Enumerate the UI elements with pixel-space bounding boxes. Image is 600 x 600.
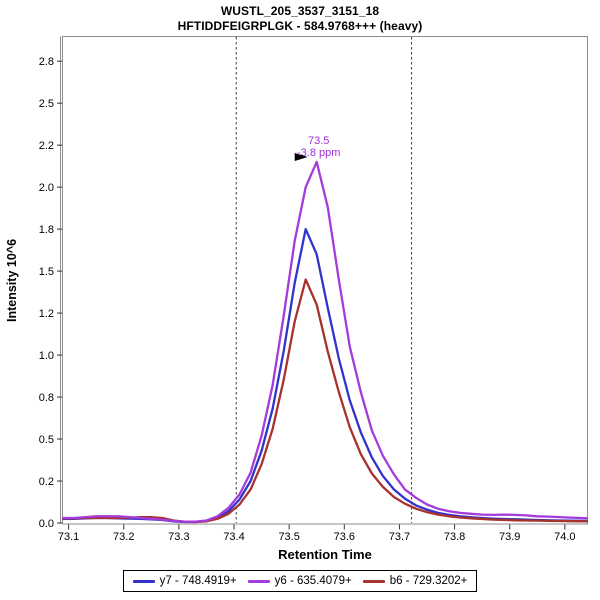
y-tick-label: 1.2 (39, 308, 54, 320)
x-tick-label: 73.3 (168, 531, 189, 543)
y-tick-label: 1.5 (39, 266, 54, 278)
legend-item-b6: b6 - 729.3202+ (362, 575, 468, 587)
peak-pointer-arrow-icon (294, 152, 308, 161)
y-tick-label: 2.5 (39, 98, 54, 110)
y-tick-label: 2.0 (39, 182, 54, 194)
x-tick-label: 73.1 (58, 531, 79, 543)
x-tick-label: 73.2 (113, 531, 134, 543)
legend-line-swatch (132, 579, 155, 583)
peak-rt-label: 73.5 (308, 135, 329, 147)
legend-line-swatch (247, 579, 270, 583)
legend-label: b6 - 729.3202+ (389, 575, 468, 587)
y-tick-label: 0.0 (39, 518, 54, 530)
y-tick-label: 2.8 (39, 56, 54, 68)
y-tick-label: 1.0 (39, 350, 54, 362)
legend-item-y7: y7 - 748.4919+ (132, 575, 237, 587)
chart-title-line2: HFTIDDFEIGRPLGK - 584.9768+++ (heavy) (177, 19, 423, 33)
y-tick-label: 0.5 (39, 434, 54, 446)
x-tick-label: 73.6 (334, 531, 355, 543)
chart-title-line1: WUSTL_205_3537_3151_18 (220, 4, 380, 18)
y-tick-label: 1.8 (39, 224, 54, 236)
trace-y7 (61, 227, 589, 524)
x-tick-label: 73.9 (499, 531, 520, 543)
plot-frame (62, 36, 588, 525)
trace-b6 (61, 278, 589, 524)
legend-label: y6 - 635.4079+ (274, 575, 352, 587)
legend: y7 - 748.4919+ y6 - 635.4079+ b6 - 729.320… (0, 570, 600, 592)
y-tick-label: 0.8 (39, 392, 54, 404)
legend-label: y7 - 748.4919+ (159, 575, 237, 587)
legend-item-y6: y6 - 635.4079+ (247, 575, 352, 587)
x-tick-label: 73.4 (223, 531, 244, 543)
y-tick-label: 2.2 (39, 140, 54, 152)
x-axis-title: Retention Time (278, 547, 372, 562)
trace-y6 (61, 160, 589, 523)
x-tick-label: 73.5 (278, 531, 299, 543)
x-tick-label: 73.7 (389, 531, 410, 543)
peak-ppm-label: -3.8 ppm (297, 147, 340, 159)
y-tick-label: 0.2 (39, 476, 54, 488)
legend-line-swatch (362, 579, 385, 583)
x-tick-label: 73.8 (444, 531, 465, 543)
x-tick-label: 74.0 (554, 531, 575, 543)
legend-box: y7 - 748.4919+ y6 - 635.4079+ b6 - 729.320… (122, 570, 478, 592)
